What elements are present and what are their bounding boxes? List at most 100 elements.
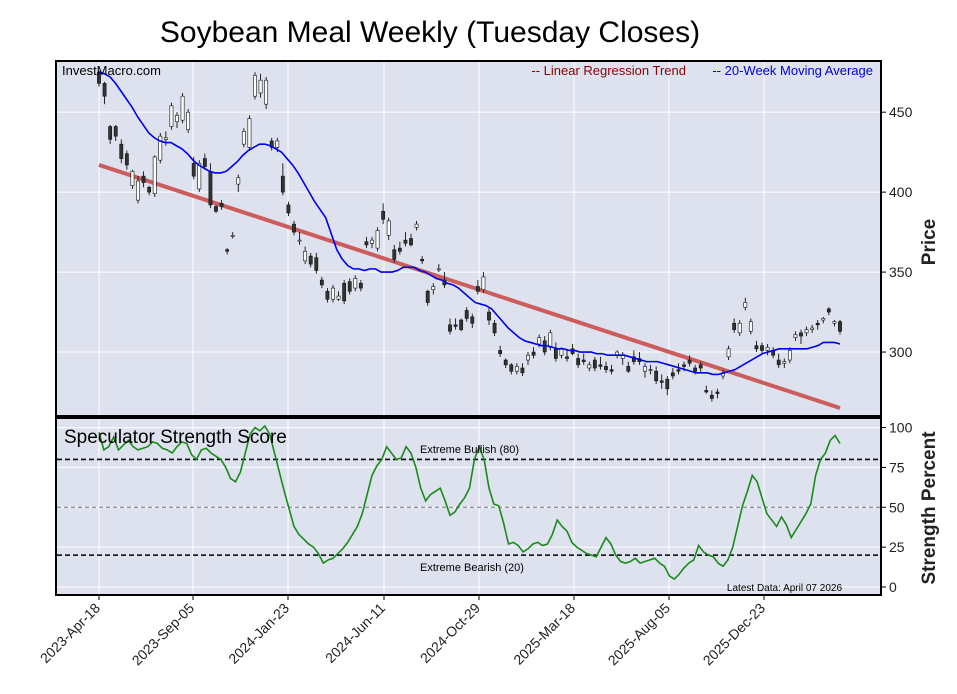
candle-body [236, 177, 241, 185]
candle [414, 220, 419, 231]
candle-body [559, 348, 564, 356]
candle-body [498, 350, 503, 354]
candle-body [186, 111, 191, 131]
candle [375, 227, 380, 252]
candle-body [503, 359, 508, 366]
candle [470, 313, 475, 329]
candle-body [832, 321, 837, 324]
moving-average-line [98, 71, 841, 376]
candle-body [286, 204, 291, 214]
candle-body [793, 334, 798, 338]
candle [119, 139, 124, 164]
candle-body [403, 239, 408, 244]
candle-body [230, 235, 235, 237]
candle [152, 155, 157, 197]
candle [654, 366, 659, 385]
candle-body [253, 75, 257, 97]
candle-body [397, 247, 402, 252]
candle-body [687, 359, 692, 364]
candle-body [693, 367, 698, 372]
candle [826, 307, 831, 316]
watermark: InvestMacro.com [62, 63, 161, 78]
candle-body [537, 337, 542, 345]
candle [108, 124, 113, 145]
candle [147, 185, 152, 196]
candle-body [414, 223, 419, 228]
candle [509, 363, 514, 375]
candle-body [464, 310, 469, 319]
candle-body [776, 359, 781, 366]
candle [765, 344, 770, 356]
candle [158, 132, 163, 164]
candle-body [475, 286, 480, 292]
candle [175, 112, 179, 129]
candle-body [565, 356, 569, 359]
candle-body [459, 319, 464, 330]
candle [241, 128, 246, 148]
candle [565, 348, 569, 362]
candle-body [247, 118, 252, 148]
candle [225, 248, 230, 255]
candle [436, 264, 441, 273]
candle [102, 81, 107, 105]
candle-body [336, 295, 341, 300]
candle-body [136, 180, 140, 201]
candle-body [108, 126, 113, 140]
candle-body [208, 171, 213, 206]
candle-body [225, 249, 230, 252]
candle [592, 356, 597, 372]
candle [113, 124, 118, 141]
candle-body [810, 327, 815, 330]
x-tick-label: 2025-Aug-05 [605, 600, 674, 669]
candle [604, 361, 608, 373]
candle-body [392, 249, 397, 260]
candle-body [292, 223, 296, 233]
candle [687, 355, 692, 367]
candle-body [553, 348, 558, 359]
candle-body [119, 143, 124, 159]
score-tick-label: 75 [889, 459, 905, 475]
candle [748, 318, 753, 335]
candle-body [715, 391, 720, 394]
candle [236, 174, 241, 193]
candle-body [732, 322, 737, 330]
candle-body [436, 268, 441, 271]
candle-body [163, 137, 168, 140]
candle [503, 358, 508, 369]
candle [219, 200, 224, 210]
x-tick-label: 2024-Oct-29 [417, 600, 483, 666]
candle-body [587, 364, 592, 369]
candle-body [280, 175, 285, 193]
candle-body [531, 351, 536, 356]
candle [659, 374, 664, 389]
candle [381, 203, 386, 225]
candle [202, 153, 207, 170]
candle [180, 92, 185, 124]
candle-body [431, 286, 436, 290]
candle-body [275, 140, 280, 148]
candle [136, 176, 140, 204]
candle-body [743, 302, 748, 308]
candle-body [347, 281, 352, 292]
candle-body [492, 322, 497, 334]
candle-body [487, 311, 491, 321]
score-tick-label: 100 [889, 420, 913, 436]
candle [526, 352, 530, 365]
x-tick-label: 2023-Apr-18 [37, 600, 103, 666]
candle [782, 358, 787, 369]
candle-body [241, 131, 246, 145]
candle [587, 361, 592, 372]
candle [397, 241, 402, 255]
candle [303, 246, 308, 265]
strength-axis-label: Strength Percent [919, 431, 940, 585]
x-tick-label: 2024-Jun-11 [322, 600, 388, 666]
candle-body [670, 372, 675, 377]
legend-regression: -- Linear Regression Trend [531, 63, 686, 78]
candle [598, 356, 603, 370]
candle-body [214, 206, 218, 212]
candle [481, 272, 486, 293]
candle [331, 284, 335, 303]
candle-body [141, 175, 146, 183]
candle-body [191, 163, 196, 177]
score-panel-frame [55, 417, 882, 596]
